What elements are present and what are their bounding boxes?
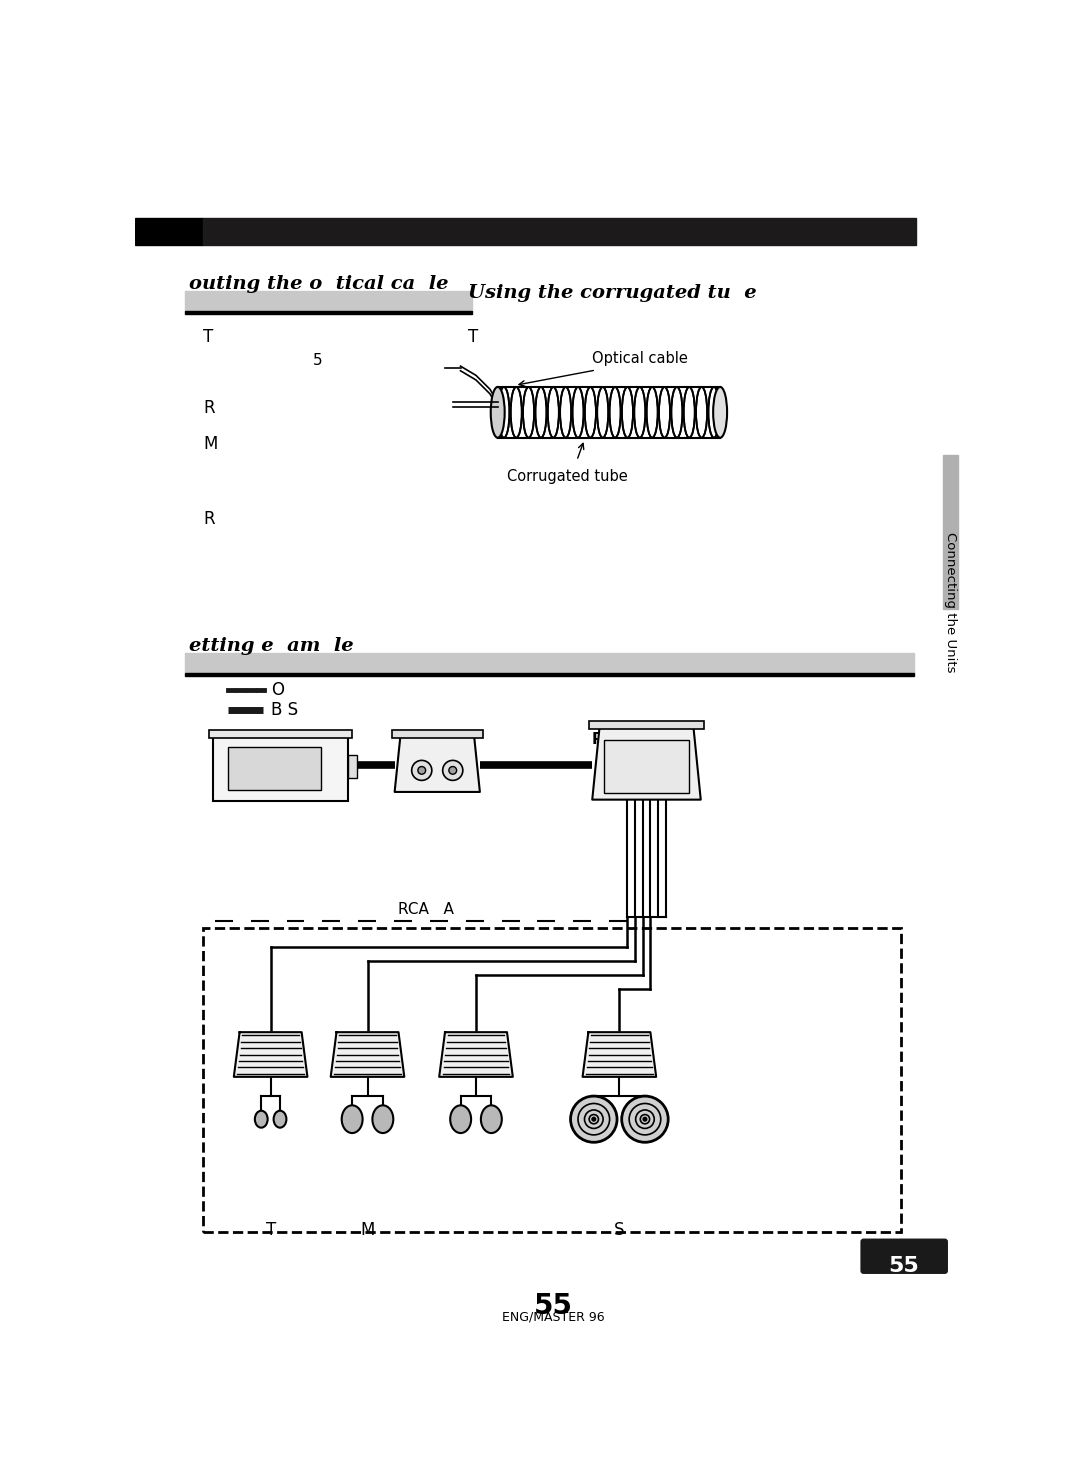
- Text: B S: B S: [271, 701, 298, 719]
- Text: outing the o  tical ca  le: outing the o tical ca le: [189, 275, 449, 293]
- Polygon shape: [330, 1032, 404, 1077]
- Text: O: O: [271, 682, 284, 700]
- Text: ENG/MASTER 96: ENG/MASTER 96: [502, 1310, 605, 1324]
- Ellipse shape: [273, 1111, 286, 1127]
- FancyBboxPatch shape: [861, 1238, 948, 1273]
- Bar: [203, 219, 916, 246]
- Bar: [186, 312, 472, 314]
- Bar: [498, 389, 720, 435]
- Bar: [228, 747, 321, 790]
- Bar: [392, 731, 483, 738]
- Text: M: M: [361, 1220, 375, 1239]
- Polygon shape: [394, 732, 480, 791]
- Text: T: T: [266, 1220, 275, 1239]
- Bar: [186, 291, 472, 312]
- Text: 5: 5: [313, 353, 323, 368]
- Ellipse shape: [490, 387, 504, 438]
- Circle shape: [418, 766, 426, 774]
- Polygon shape: [592, 723, 701, 800]
- Text: T: T: [469, 328, 478, 346]
- Circle shape: [592, 1117, 596, 1121]
- Bar: [135, 219, 203, 246]
- Text: S: S: [615, 1220, 624, 1239]
- Circle shape: [622, 1096, 669, 1142]
- Bar: [186, 654, 914, 673]
- Bar: [348, 754, 357, 778]
- Ellipse shape: [373, 1105, 393, 1133]
- Text: RS  9: RS 9: [592, 732, 636, 747]
- Text: 55: 55: [534, 1293, 573, 1321]
- Text: Connecting the Units: Connecting the Units: [944, 531, 957, 671]
- Bar: [590, 722, 704, 729]
- Text: Optical cable: Optical cable: [592, 351, 688, 367]
- Text: RCA   A: RCA A: [399, 902, 455, 917]
- Text: RS  R: RS R: [422, 732, 462, 747]
- Text: 55: 55: [889, 1256, 919, 1276]
- Bar: [943, 454, 958, 609]
- Text: M: M: [203, 435, 217, 454]
- Circle shape: [411, 760, 432, 781]
- Ellipse shape: [450, 1105, 471, 1133]
- Circle shape: [449, 766, 457, 774]
- Bar: [604, 740, 689, 793]
- Polygon shape: [440, 1032, 513, 1077]
- Bar: [203, 929, 901, 1232]
- Circle shape: [643, 1117, 647, 1121]
- Polygon shape: [233, 1032, 308, 1077]
- Text: R: R: [203, 510, 215, 528]
- Bar: [208, 731, 352, 738]
- Text: M  C: M C: [227, 732, 260, 747]
- Ellipse shape: [713, 387, 727, 438]
- Text: T: T: [203, 328, 214, 346]
- Text: etting e  am  le: etting e am le: [189, 637, 354, 655]
- Text: Using the corrugated tu  e: Using the corrugated tu e: [469, 284, 757, 302]
- Ellipse shape: [255, 1111, 268, 1127]
- Text: Corrugated tube: Corrugated tube: [507, 469, 627, 484]
- Circle shape: [443, 760, 463, 781]
- Bar: [213, 732, 348, 802]
- Ellipse shape: [341, 1105, 363, 1133]
- Polygon shape: [582, 1032, 657, 1077]
- Circle shape: [570, 1096, 617, 1142]
- Ellipse shape: [481, 1105, 502, 1133]
- Bar: [186, 673, 914, 676]
- Text: R: R: [203, 399, 215, 417]
